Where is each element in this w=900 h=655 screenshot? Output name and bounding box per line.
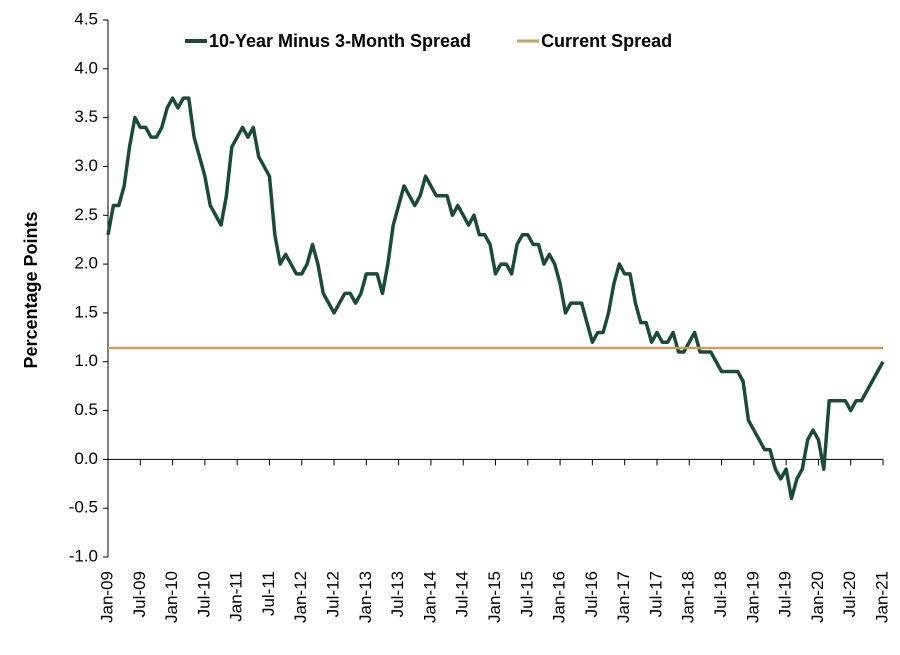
x-tick-label: Jul-15 bbox=[517, 571, 536, 617]
y-tick-label: 2.5 bbox=[74, 205, 98, 224]
x-tick-label: Jan-16 bbox=[550, 571, 569, 623]
x-tick-label: Jan-20 bbox=[808, 571, 827, 623]
x-tick-label: Jul-13 bbox=[388, 571, 407, 617]
x-tick-label: Jan-10 bbox=[162, 571, 181, 623]
x-tick-label: Jul-12 bbox=[324, 571, 343, 617]
x-tick-label: Jan-11 bbox=[227, 571, 246, 622]
series-line bbox=[106, 96, 885, 501]
x-tick-label: Jan-13 bbox=[356, 571, 375, 623]
x-tick-label: Jan-19 bbox=[743, 571, 762, 623]
x-tick-label: Jul-19 bbox=[776, 571, 795, 617]
y-tick-label: 4.5 bbox=[74, 9, 98, 28]
y-tick-label: 0.5 bbox=[74, 400, 98, 419]
x-tick-label: Jul-17 bbox=[646, 571, 665, 617]
y-tick-label: 1.5 bbox=[74, 302, 98, 321]
x-tick-label: Jul-11 bbox=[259, 571, 278, 616]
y-tick-label: 1.0 bbox=[74, 351, 98, 370]
legend-label: Current Spread bbox=[541, 31, 672, 51]
y-tick-label: -1.0 bbox=[69, 546, 98, 565]
y-tick-label: 3.0 bbox=[74, 156, 98, 175]
x-tick-label: Jan-12 bbox=[291, 571, 310, 623]
legend-label: 10-Year Minus 3-Month Spread bbox=[209, 31, 471, 51]
x-tick-label: Jan-14 bbox=[420, 571, 439, 623]
x-tick-label: Jan-17 bbox=[614, 571, 633, 623]
x-tick-label: Jul-18 bbox=[711, 571, 730, 617]
x-tick-label: Jul-09 bbox=[130, 571, 149, 617]
x-tick-label: Jan-15 bbox=[485, 571, 504, 623]
x-tick-label: Jul-14 bbox=[453, 571, 472, 617]
y-tick-label: -0.5 bbox=[69, 498, 98, 517]
y-tick-label: 2.0 bbox=[74, 254, 98, 273]
x-tick-label: Jul-16 bbox=[582, 571, 601, 617]
y-tick-label: 0.0 bbox=[74, 449, 98, 468]
y-axis-label: Percentage Points bbox=[21, 211, 41, 368]
y-tick-label: 3.5 bbox=[74, 107, 98, 126]
x-tick-label: Jul-10 bbox=[194, 571, 213, 617]
x-tick-label: Jan-09 bbox=[97, 571, 116, 623]
x-tick-label: Jan-18 bbox=[679, 571, 698, 623]
x-tick-label: Jul-20 bbox=[840, 571, 859, 617]
y-tick-label: 4.0 bbox=[74, 58, 98, 77]
x-tick-label: Jan-21 bbox=[872, 571, 891, 623]
